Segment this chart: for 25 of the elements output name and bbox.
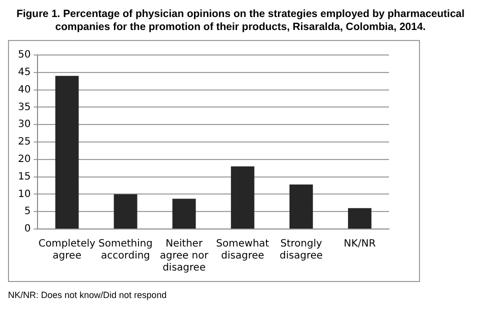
chart-title: Figure 1. Percentage of physician opinions on the strategies employed by pharmaceutical companies for the promotion of their products, Risaralda, Colombia, 2014. (15, 8, 466, 34)
bar (55, 76, 79, 228)
x-tick-label: NK/NR (344, 238, 376, 250)
x-tick-label: Completely agree (38, 238, 96, 262)
bar (348, 208, 372, 228)
y-tick-label: 35 (18, 102, 31, 113)
y-tick-label: 45 (18, 66, 31, 78)
bar (289, 184, 313, 228)
x-tick-label: Somewhat disagree (216, 238, 270, 262)
y-tick-label: 5 (24, 206, 31, 218)
x-tick-label: Strongly disagree (280, 238, 323, 262)
bar (172, 198, 196, 228)
y-tick-label: 25 (18, 136, 31, 148)
y-tick-label: 50 (18, 50, 31, 61)
x-tick-label: Something according (98, 238, 153, 262)
y-tick-label: 30 (18, 119, 31, 130)
bar (114, 194, 138, 228)
x-tick-label: Neither agree nor disagree (160, 238, 210, 274)
y-tick-label: 0 (24, 224, 31, 235)
y-tick-label: 10 (18, 188, 31, 200)
text: NK/NR: Does not know/Did not respond (8, 290, 168, 300)
y-tick-label: 40 (18, 84, 31, 96)
y-tick-label: 15 (18, 171, 31, 182)
bar (230, 166, 254, 228)
y-tick-label: 20 (18, 154, 31, 165)
